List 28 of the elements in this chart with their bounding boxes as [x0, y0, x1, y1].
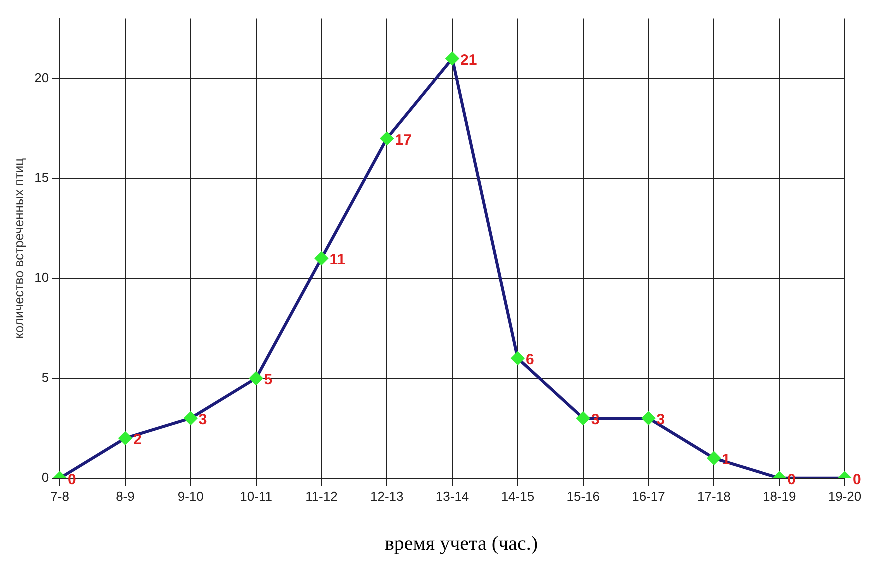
data-label: 6 — [526, 352, 534, 369]
y-tick-label: 5 — [42, 370, 50, 386]
y-tick-label: 0 — [42, 470, 50, 485]
data-label: 21 — [460, 52, 478, 69]
x-tick-label: 19-20 — [828, 488, 862, 504]
x-tick-label: 17-18 — [698, 488, 731, 504]
y-axis-title: количество встреченных птиц — [11, 158, 26, 339]
data-label: 11 — [330, 252, 346, 269]
data-label: 3 — [198, 412, 208, 429]
x-tick-label: 7-8 — [50, 488, 70, 504]
y-tick-label: 20 — [34, 70, 50, 86]
x-tick-label: 15-16 — [566, 488, 600, 504]
x-tick-label: 14-15 — [501, 488, 535, 504]
x-tick-label: 11-12 — [306, 488, 338, 504]
x-axis-title: время учета (час.) — [384, 533, 540, 556]
x-tick-label: 16-17 — [632, 488, 666, 504]
data-label: 3 — [656, 412, 666, 429]
x-tick-label: 12-13 — [370, 488, 404, 504]
x-tick-label: 18-19 — [762, 488, 796, 504]
x-tick-label: 9-10 — [178, 488, 204, 504]
data-label: 2 — [133, 432, 142, 449]
data-label: 17 — [395, 132, 412, 149]
y-tick-label: 15 — [34, 170, 50, 186]
data-label: 0 — [853, 472, 862, 489]
y-tick-label: 10 — [34, 270, 50, 286]
x-tick-label: 13-14 — [436, 488, 470, 504]
x-tick-label: 8-9 — [116, 488, 135, 504]
x-tick-label: 10-11 — [240, 488, 272, 504]
